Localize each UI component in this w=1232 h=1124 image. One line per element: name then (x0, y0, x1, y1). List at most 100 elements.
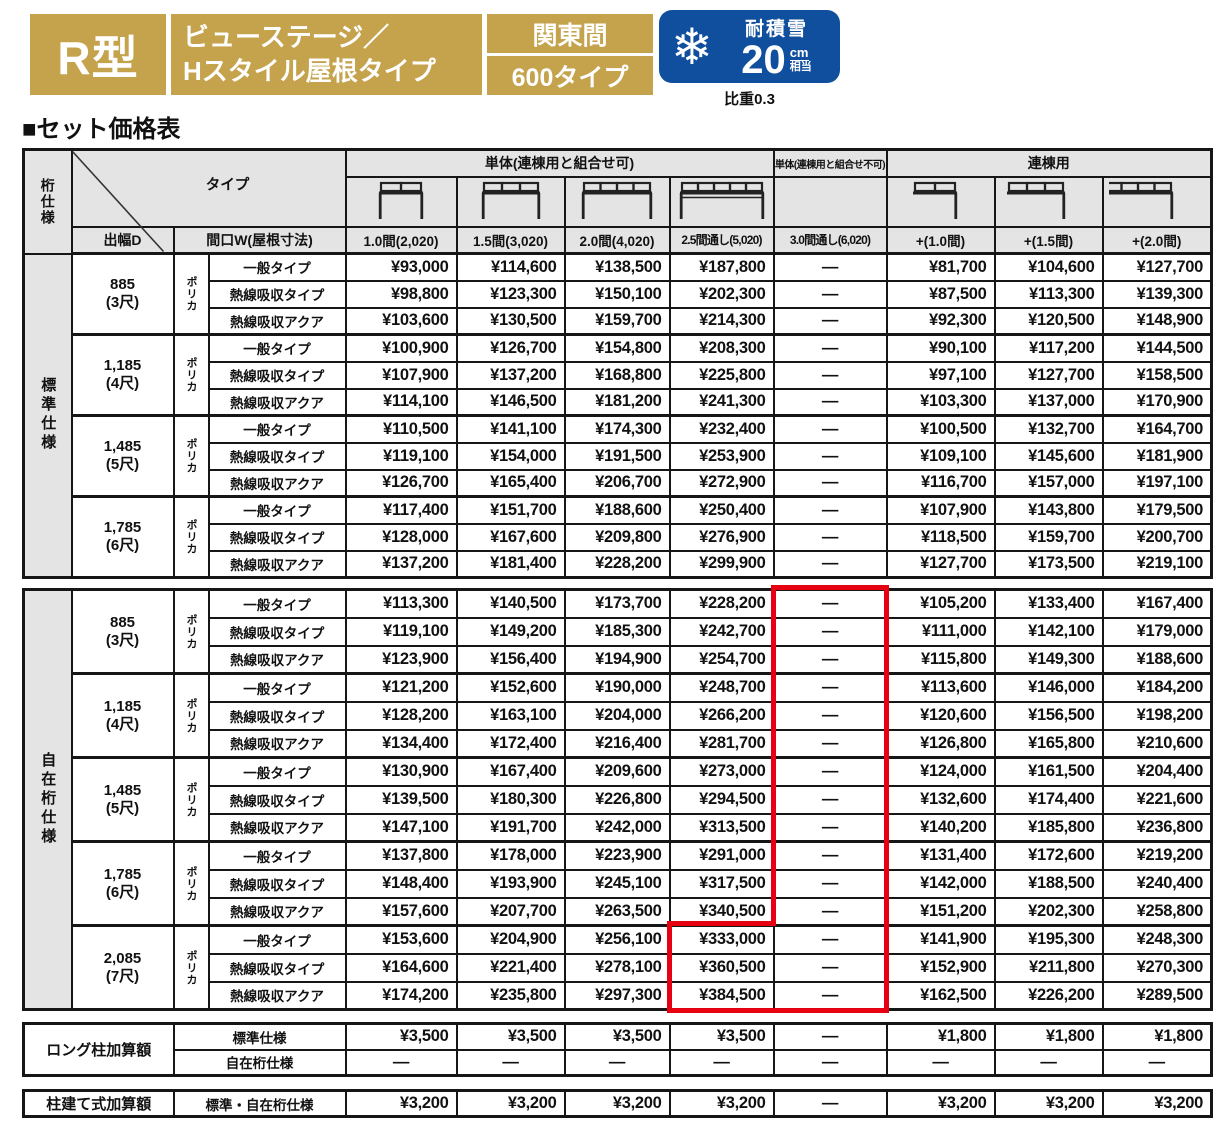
type-cell: 熱線吸収アクア (207, 813, 347, 843)
price-cell: ¥170,900 (1101, 388, 1213, 417)
addon-name: 柱建て式加算額 (22, 1089, 175, 1118)
price-cell: ¥219,200 (1101, 840, 1213, 871)
price-cell: — (772, 388, 888, 417)
price-cell: ¥181,400 (455, 550, 566, 579)
price-cell: ¥294,500 (668, 785, 775, 815)
price-cell: — (772, 981, 888, 1011)
price-cell: ¥93,000 (344, 252, 458, 282)
type-cell: 一般タイプ (207, 588, 347, 619)
price-cell: ¥198,200 (1101, 701, 1213, 731)
price-cell: ¥216,400 (563, 729, 671, 759)
price-cell: ¥157,600 (344, 897, 458, 927)
icon-cell-6 (993, 175, 1104, 228)
type-header-label: タイプ (205, 177, 250, 194)
price-cell: ¥272,900 (668, 469, 775, 498)
price-cell: ¥107,900 (344, 361, 458, 390)
price-cell: ¥104,600 (993, 252, 1104, 282)
price-cell: ¥236,800 (1101, 813, 1213, 843)
price-cell: — (772, 361, 888, 390)
price-cell: ¥127,700 (1101, 252, 1213, 282)
product-title: ビューステージ／ Hスタイル屋根タイプ (171, 14, 482, 95)
price-cell: ¥270,300 (1101, 953, 1213, 983)
price-cell: ¥119,100 (344, 442, 458, 471)
price-cell: ¥103,300 (885, 388, 996, 417)
price-cell: ¥209,800 (563, 523, 671, 552)
material-cell: ポリカ (172, 756, 210, 843)
price-cell: — (772, 869, 888, 899)
price-cell: ¥109,100 (885, 442, 996, 471)
price-cell: ¥188,600 (1101, 645, 1213, 675)
module-label: 関東間 (532, 21, 608, 50)
addon-table-long-post: ロング柱加算額 標準仕様 ¥3,500 ¥3,500 ¥3,500 ¥3,500— ¥1,8… (22, 1022, 1213, 1077)
price-cell: ¥200,700 (1101, 523, 1213, 552)
price-cell: ¥3,200 (668, 1089, 775, 1118)
price-cell: ¥181,200 (563, 388, 671, 417)
price-cell: — (455, 1049, 566, 1077)
price-cell: — (772, 701, 888, 731)
price-row: 1,185 (4尺) ポリカ 一般タイプ ¥100,900 ¥126,700 ¥154,80… (24, 333, 1213, 417)
depth-shaku: (7尺) (105, 967, 140, 985)
price-cell: ¥360,500 (668, 953, 775, 983)
price-cell: ¥153,600 (344, 924, 458, 955)
price-cell: ¥81,700 (885, 252, 996, 282)
price-row: 自在桁仕様 885 (3尺) ポリカ 一般タイプ ¥113,300 ¥140,500 ¥173… (22, 588, 1213, 1011)
depth-value: 1,485 (103, 781, 142, 799)
col-size-label-4: 3.0間通し(6,020) (772, 225, 888, 255)
price-cell: ¥130,900 (344, 756, 458, 787)
price-cell: ¥97,100 (885, 361, 996, 390)
price-cell: ¥138,500 (563, 252, 671, 282)
price-cell: ¥87,500 (885, 280, 996, 309)
specific-gravity-note: 比重0.3 (724, 91, 775, 108)
price-cell: ¥128,000 (344, 523, 458, 552)
size-label-row: 出幅D 間口W(屋根寸法) 1.0間(2,020) 1.5間(3,020) 2.0間(4… (24, 225, 1213, 255)
price-cell: — (772, 645, 888, 675)
price-cell: ¥114,600 (455, 252, 566, 282)
price-cell: ¥211,800 (993, 953, 1104, 983)
model-label: R型 (57, 31, 139, 84)
col-size-label-1: 1.5間(3,020) (455, 225, 566, 255)
price-cell: — (772, 785, 888, 815)
frame-icon (581, 181, 653, 219)
type-cell: 熱線吸収タイプ (207, 953, 347, 983)
type-cell: 熱線吸収タイプ (207, 617, 347, 647)
price-cell: ¥156,400 (455, 645, 566, 675)
price-cell: ¥110,500 (344, 414, 458, 444)
frame-icon (481, 181, 540, 219)
price-cell: ¥266,200 (668, 701, 775, 731)
addon-row: 柱建て式加算額 標準・自在桁仕様 ¥3,200 ¥3,200 ¥3,200 ¥3,200—… (22, 1089, 1213, 1118)
depth-cell: 1,185 (4尺) (70, 333, 175, 417)
type-cell: 熱線吸収アクア (207, 469, 347, 498)
addon-spec-label: 標準仕様 (172, 1022, 347, 1051)
price-cell: ¥3,200 (1101, 1089, 1213, 1118)
price-row: 1,185 (4尺) ポリカ 一般タイプ ¥121,200 ¥152,600 ¥190,00… (24, 672, 1213, 759)
price-row: 熱線吸収タイプ ¥128,000 ¥167,600 ¥209,800 ¥276,900—… (24, 523, 1213, 552)
price-cell: — (563, 1049, 671, 1077)
price-cell: ¥150,100 (563, 280, 671, 309)
addon-table-post-built: 柱建て式加算額 標準・自在桁仕様 ¥3,200 ¥3,200 ¥3,200 ¥3,200—… (22, 1089, 1213, 1118)
price-cell: ¥207,700 (455, 897, 566, 927)
price-cell: ¥3,500 (668, 1022, 775, 1051)
price-cell: ¥202,300 (993, 897, 1104, 927)
corner-label: 桁仕様 (22, 148, 73, 255)
price-cell: ¥151,700 (455, 495, 566, 525)
material-cell: ポリカ (172, 840, 210, 927)
price-cell: — (772, 442, 888, 471)
price-cell: — (772, 469, 888, 498)
price-cell: ¥158,500 (1101, 361, 1213, 390)
icon-cell-7 (1101, 175, 1213, 228)
price-cell: ¥167,400 (455, 756, 566, 787)
type-cell: 一般タイプ (207, 756, 347, 787)
price-cell: ¥248,300 (1101, 924, 1213, 955)
snow-load-text: 耐積雪 20 cm 相当 (713, 14, 840, 82)
price-row: 熱線吸収タイプ ¥119,100 ¥154,000 ¥191,500 ¥253,900—… (24, 442, 1213, 471)
price-cell: ¥121,200 (344, 672, 458, 703)
price-cell: ¥206,700 (563, 469, 671, 498)
depth-value: 1,485 (103, 438, 142, 455)
price-cell: ¥1,800 (993, 1022, 1104, 1051)
price-cell: ¥100,500 (885, 414, 996, 444)
price-cell: ¥126,700 (344, 469, 458, 498)
width-header: 間口W(屋根寸法) (172, 225, 347, 255)
snow-load-value: 20 (741, 38, 786, 82)
price-cell: ¥208,300 (668, 333, 775, 363)
snowflake-icon: ❄ (671, 18, 713, 75)
